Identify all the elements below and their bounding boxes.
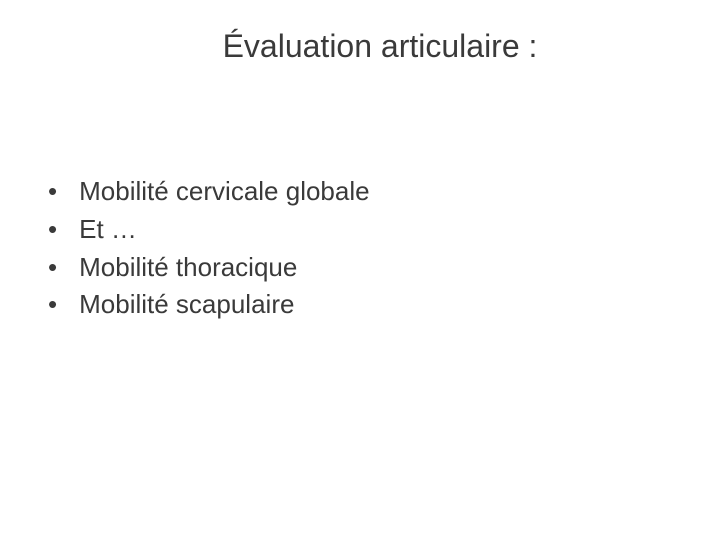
bullet-marker: • [48,175,57,209]
slide-container: Évaluation articulaire : • Mobilité cerv… [0,0,720,540]
slide-title: Évaluation articulaire : [40,28,720,65]
list-item: • Et … [48,213,720,247]
list-item: • Mobilité scapulaire [48,288,720,322]
bullet-marker: • [48,288,57,322]
bullet-list: • Mobilité cervicale globale • Et … • Mo… [48,175,720,322]
bullet-text: Mobilité cervicale globale [79,175,369,209]
bullet-text: Mobilité thoracique [79,251,297,285]
bullet-marker: • [48,213,57,247]
list-item: • Mobilité cervicale globale [48,175,720,209]
bullet-text: Et … [79,213,137,247]
list-item: • Mobilité thoracique [48,251,720,285]
bullet-marker: • [48,251,57,285]
bullet-text: Mobilité scapulaire [79,288,294,322]
